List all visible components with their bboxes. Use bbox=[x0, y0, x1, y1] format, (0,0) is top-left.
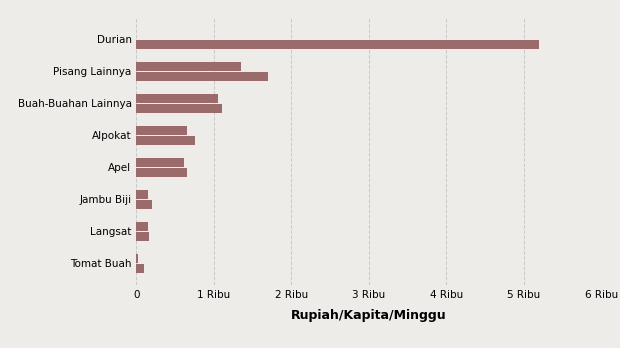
Bar bbox=[136, 232, 149, 241]
Bar bbox=[136, 126, 187, 135]
Bar bbox=[136, 94, 218, 103]
Bar bbox=[136, 72, 268, 81]
Bar bbox=[136, 222, 148, 231]
Bar bbox=[136, 254, 138, 263]
Bar bbox=[136, 136, 195, 145]
Bar bbox=[136, 168, 187, 177]
Bar bbox=[136, 264, 144, 273]
Bar bbox=[136, 190, 148, 199]
Bar bbox=[136, 40, 539, 49]
Bar bbox=[136, 158, 185, 167]
Bar bbox=[136, 62, 241, 71]
Bar bbox=[136, 200, 152, 209]
Bar bbox=[136, 104, 222, 113]
X-axis label: Rupiah/Kapita/Minggu: Rupiah/Kapita/Minggu bbox=[291, 309, 447, 322]
